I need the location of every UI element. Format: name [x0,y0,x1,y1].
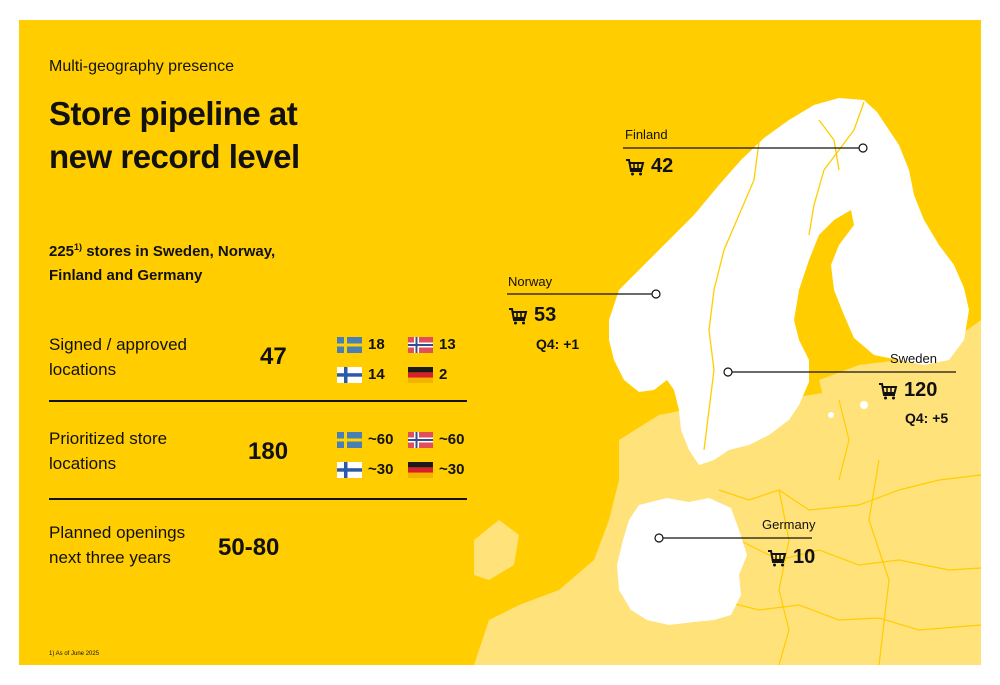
row-signed-label-line1: Signed / approved [49,335,187,354]
flag-norway [408,336,433,353]
row-prioritized-label-line1: Prioritized store [49,429,168,448]
divider-2 [49,498,467,500]
flag-sweden [337,431,362,448]
flag-norway [408,431,433,448]
count-germany: 2 [439,366,448,383]
cart-icon [509,307,528,324]
row-prioritized-label: Prioritized store locations [49,426,239,476]
slide: Multi-geography presence Store pipeline … [19,20,981,665]
sweden-label: Sweden [890,351,937,366]
flag-item-sweden-2: ~60 [337,431,393,448]
scandinavia [609,98,969,465]
flag-germany [408,366,433,383]
count-sweden: ~60 [368,431,394,448]
cart-icon [626,158,645,175]
flag-item-germany-2: ~30 [408,461,464,478]
flag-item-germany: 2 [408,366,447,383]
norway-stores: 53 [508,304,556,327]
count-sweden: 18 [368,336,385,353]
count-finland: 14 [368,366,385,383]
sweden-stores: 120 [878,379,937,402]
flag-finland [337,461,362,478]
page-title: Store pipeline at new record level [49,92,300,178]
intro-number: 225 [49,243,75,260]
sweden-store-count: 120 [904,379,938,401]
europe-map [474,98,981,665]
row-planned-label-line2: next three years [49,548,171,567]
row-planned-label: Planned openings next three years [49,520,239,570]
row-planned-label-line1: Planned openings [49,523,186,542]
intro-line1-rest: stores in Sweden, Norway, [82,243,276,260]
finland-stores: 42 [625,155,673,178]
footnote-ref: 1) [74,242,83,252]
row-prioritized-value: 180 [248,438,289,465]
germany [617,498,747,625]
cart-icon [879,382,898,399]
row-prioritized-label-line2: locations [49,454,117,473]
norway-q4: Q4: +1 [536,336,580,352]
intro-line2: Finland and Germany [49,267,203,284]
denmark [644,438,681,488]
sweden-q4: Q4: +5 [905,410,949,426]
germany-stores: 10 [767,546,815,569]
norway-store-count: 53 [534,304,557,326]
cart-icon [768,549,787,566]
count-norway: 13 [439,336,456,353]
footnote: 1) As of June 2025 [49,651,100,657]
flag-item-norway: 13 [408,336,456,353]
row-signed-label-line2: locations [49,360,117,379]
divider-1 [49,400,467,402]
germany-label: Germany [762,517,816,532]
flag-sweden [337,336,362,353]
flag-item-finland-2: ~30 [337,461,393,478]
flag-finland [337,366,362,383]
count-norway: ~60 [439,431,465,448]
norway-label: Norway [508,274,553,289]
flag-item-finland: 14 [337,366,385,383]
row-signed-value: 47 [260,343,287,370]
finland-store-count: 42 [651,155,674,177]
finland-label: Finland [625,127,668,142]
uk-edge [474,520,519,580]
title-line-1: Store pipeline at [49,95,298,132]
count-finland: ~30 [368,461,394,478]
title-line-2: new record level [49,138,300,175]
flag-item-sweden: 18 [337,336,385,353]
flag-germany [408,461,433,478]
row-signed-label: Signed / approved locations [49,332,239,382]
intro-text: 2251) stores in Sweden, Norway, Finland … [49,235,349,288]
germany-store-count: 10 [793,546,816,568]
subtitle: Multi-geography presence [49,58,234,75]
map-callouts [507,143,956,543]
row-planned-value: 50-80 [218,534,280,561]
count-germany: ~30 [439,461,465,478]
flag-item-norway-2: ~60 [408,431,464,448]
